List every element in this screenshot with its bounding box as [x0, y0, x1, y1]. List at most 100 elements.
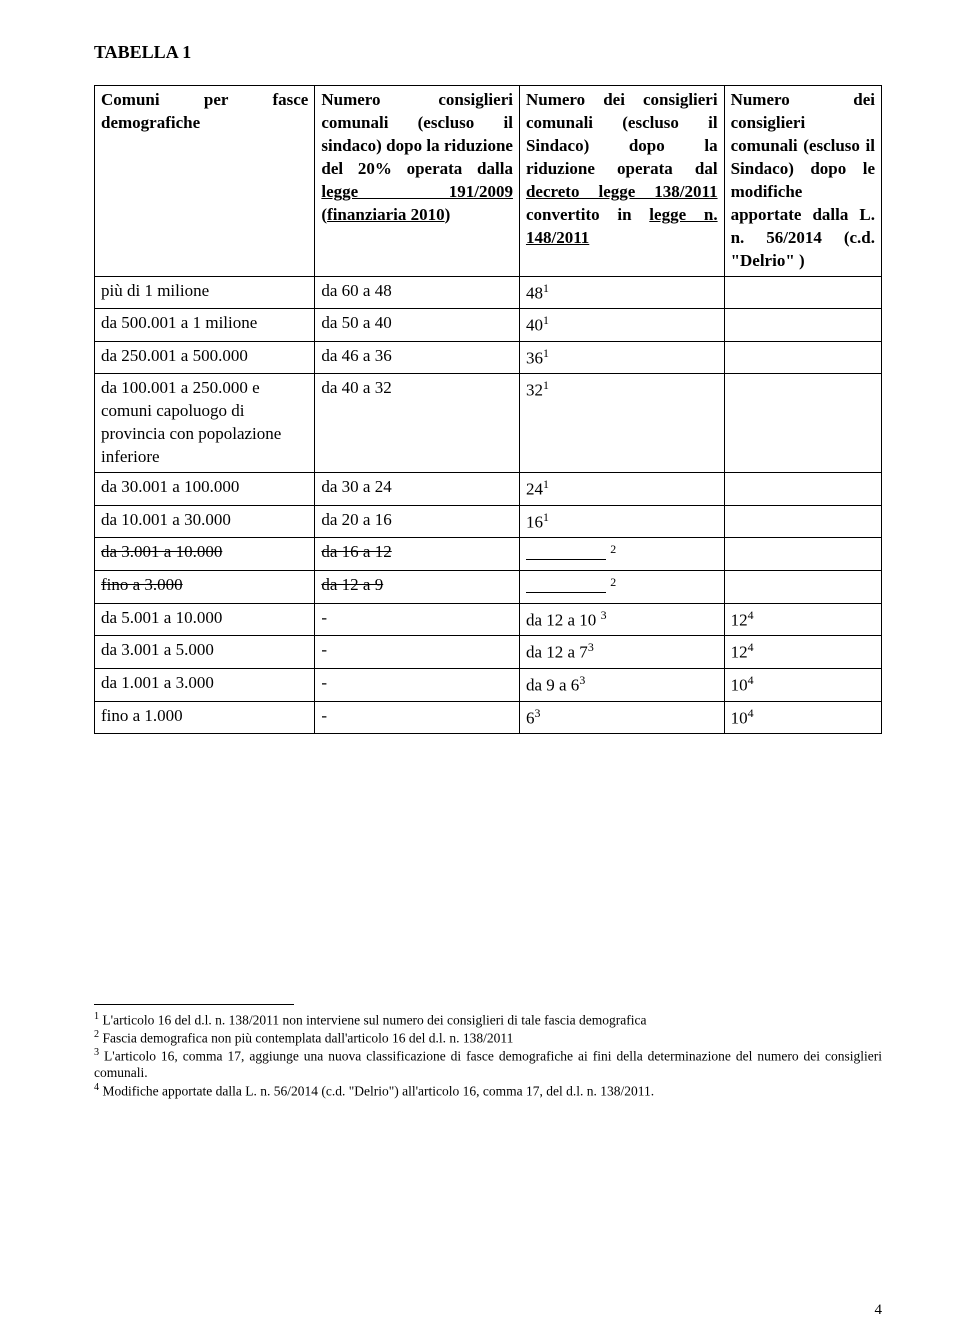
- col-header-138-2011: Numero dei consiglieri comunali (escluso…: [519, 86, 724, 277]
- table-row: da 3.001 a 10.000 da 16 a 12 2: [95, 538, 882, 571]
- cell-191-2009: -: [315, 636, 520, 669]
- footnote-ref: 1: [543, 510, 549, 524]
- cell-fascia: da 250.001 a 500.000: [95, 341, 315, 374]
- footnote-ref: 4: [748, 608, 754, 622]
- table-row: da 3.001 a 5.000-da 12 a 73124: [95, 636, 882, 669]
- cell-138-2011: 321: [519, 374, 724, 473]
- cell-191-2009: da 12 a 9: [315, 571, 520, 604]
- cell-138-2011: da 9 a 63: [519, 668, 724, 701]
- header-text: ): [445, 205, 451, 224]
- cell-56-2014: 104: [724, 668, 881, 701]
- tabella-1: Comuni per fasce demografiche Numero con…: [94, 85, 882, 734]
- cell-56-2014: [724, 571, 881, 604]
- footnote-text: Fascia demografica non più contemplata d…: [99, 1030, 513, 1045]
- cell-138-2011: 161: [519, 505, 724, 538]
- footnote-ref: 3: [588, 640, 594, 654]
- footnote-ref: 1: [543, 281, 549, 295]
- footnote-ref: 2: [610, 575, 616, 589]
- cell-138-2011: 361: [519, 341, 724, 374]
- page-number: 4: [875, 1302, 883, 1319]
- col-header-191-2009: Numero consiglieri comunali (escluso il …: [315, 86, 520, 277]
- table-body: più di 1 milioneda 60 a 48481da 500.001 …: [95, 276, 882, 734]
- cell-56-2014: [724, 309, 881, 342]
- cell-56-2014: 104: [724, 701, 881, 734]
- cell-191-2009: da 30 a 24: [315, 473, 520, 506]
- cell-191-2009: da 40 a 32: [315, 374, 520, 473]
- footnote-1: 1 L'articolo 16 del d.l. n. 138/2011 non…: [94, 1011, 882, 1029]
- blank-line: [526, 541, 606, 560]
- table-row: da 10.001 a 30.000da 20 a 16161: [95, 505, 882, 538]
- footnote-ref: 1: [543, 313, 549, 327]
- cell-191-2009: da 46 a 36: [315, 341, 520, 374]
- cell-191-2009: da 20 a 16: [315, 505, 520, 538]
- cell-fascia: più di 1 milione: [95, 276, 315, 309]
- footnote-ref: 2: [610, 542, 616, 556]
- cell-138-2011: 63: [519, 701, 724, 734]
- cell-138-2011: 481: [519, 276, 724, 309]
- blank-line: [526, 574, 606, 593]
- cell-138-2011: 401: [519, 309, 724, 342]
- table-row: più di 1 milioneda 60 a 48481: [95, 276, 882, 309]
- footnote-text: L'articolo 16, comma 17, aggiunge una nu…: [94, 1048, 882, 1080]
- cell-56-2014: [724, 276, 881, 309]
- cell-138-2011: 2: [519, 538, 724, 571]
- cell-fascia: fino a 1.000: [95, 701, 315, 734]
- footnotes-block: 1 L'articolo 16 del d.l. n. 138/2011 non…: [94, 1004, 882, 1099]
- footnote-text: L'articolo 16 del d.l. n. 138/2011 non i…: [99, 1013, 646, 1028]
- footnote-4: 4 Modifiche apportate dalla L. n. 56/201…: [94, 1082, 882, 1100]
- footnote-ref: 4: [748, 640, 754, 654]
- cell-fascia: da 500.001 a 1 milione: [95, 309, 315, 342]
- document-page: TABELLA 1 Comuni per fasce demografiche …: [0, 0, 960, 1343]
- cell-191-2009: da 16 a 12: [315, 538, 520, 571]
- cell-191-2009: da 60 a 48: [315, 276, 520, 309]
- struck-text: da 16 a 12: [321, 542, 391, 561]
- cell-56-2014: [724, 374, 881, 473]
- cell-fascia: da 3.001 a 5.000: [95, 636, 315, 669]
- cell-fascia: da 3.001 a 10.000: [95, 538, 315, 571]
- footnote-ref: 1: [543, 378, 549, 392]
- footnote-3: 3 L'articolo 16, comma 17, aggiunge una …: [94, 1047, 882, 1082]
- table-row: da 1.001 a 3.000-da 9 a 63104: [95, 668, 882, 701]
- header-text: Numero consiglieri comunali (escluso il …: [321, 90, 513, 178]
- header-text: Numero dei consiglieri comunali (escluso…: [526, 90, 718, 178]
- cell-fascia: fino a 3.000: [95, 571, 315, 604]
- table-title: TABELLA 1: [94, 42, 882, 63]
- footnote-ref: 4: [748, 673, 754, 687]
- cell-fascia: da 5.001 a 10.000: [95, 603, 315, 636]
- cell-191-2009: -: [315, 701, 520, 734]
- footnote-ref: 3: [601, 608, 607, 622]
- cell-138-2011: 2: [519, 571, 724, 604]
- cell-fascia: da 100.001 a 250.000 e comuni capoluogo …: [95, 374, 315, 473]
- cell-56-2014: 124: [724, 603, 881, 636]
- cell-56-2014: 124: [724, 636, 881, 669]
- cell-138-2011: da 12 a 73: [519, 636, 724, 669]
- cell-138-2011: da 12 a 10 3: [519, 603, 724, 636]
- cell-56-2014: [724, 505, 881, 538]
- cell-56-2014: [724, 473, 881, 506]
- table-row: da 250.001 a 500.000da 46 a 36361: [95, 341, 882, 374]
- header-text: convertito in: [526, 205, 649, 224]
- table-row: da 30.001 a 100.000da 30 a 24241: [95, 473, 882, 506]
- cell-56-2014: [724, 341, 881, 374]
- cell-191-2009: -: [315, 603, 520, 636]
- cell-191-2009: da 50 a 40: [315, 309, 520, 342]
- col-header-56-2014: Numero dei consiglieri comunali (escluso…: [724, 86, 881, 277]
- cell-138-2011: 241: [519, 473, 724, 506]
- footnote-2: 2 Fascia demografica non più contemplata…: [94, 1029, 882, 1047]
- header-link: decreto legge 138/2011: [526, 182, 718, 201]
- table-header-row: Comuni per fasce demografiche Numero con…: [95, 86, 882, 277]
- col-header-fasce: Comuni per fasce demografiche: [95, 86, 315, 277]
- cell-fascia: da 1.001 a 3.000: [95, 668, 315, 701]
- footnote-ref: 4: [748, 706, 754, 720]
- cell-56-2014: [724, 538, 881, 571]
- footnote-ref: 3: [579, 673, 585, 687]
- table-row: fino a 3.000 da 12 a 9 2: [95, 571, 882, 604]
- struck-text: da 12 a 9: [321, 575, 383, 594]
- table-row: da 100.001 a 250.000 e comuni capoluogo …: [95, 374, 882, 473]
- table-row: da 500.001 a 1 milioneda 50 a 40401: [95, 309, 882, 342]
- footnote-ref: 3: [534, 706, 540, 720]
- header-link: legge 191/2009: [321, 182, 513, 201]
- table-row: da 5.001 a 10.000-da 12 a 10 3124: [95, 603, 882, 636]
- table-row: fino a 1.000-63104: [95, 701, 882, 734]
- cell-fascia: da 30.001 a 100.000: [95, 473, 315, 506]
